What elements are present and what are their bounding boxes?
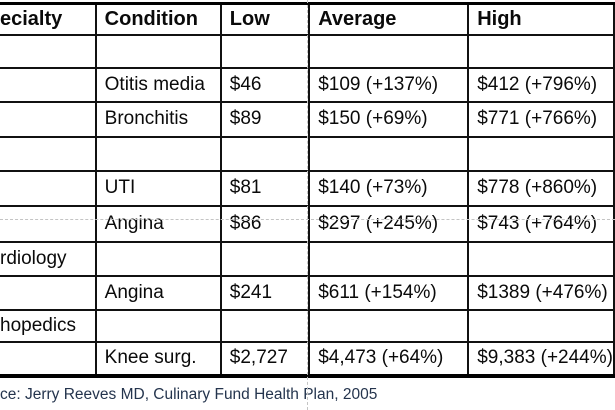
cell-specialty: rdiology (0, 240, 97, 277)
cell-condition (94, 308, 222, 343)
column-header-average: Average (308, 2, 470, 36)
cell-condition (94, 240, 222, 277)
cell-average: $109 (+137%) (308, 66, 470, 103)
header-row: ecialty Condition Low Average High (0, 2, 615, 36)
cell-high: $9,383 (+244%) (467, 340, 615, 378)
cell-low (219, 135, 311, 172)
cell-low: $2,727 (219, 340, 311, 378)
cell-specialty (0, 66, 97, 103)
table-row (0, 135, 615, 172)
cell-high (467, 33, 615, 69)
cell-condition (94, 33, 222, 69)
cell-high: $1389 (+476%) (467, 274, 615, 311)
cell-high (467, 240, 615, 277)
column-header-high: High (467, 2, 615, 36)
cell-high: $743 (+764%) (467, 204, 615, 243)
cell-specialty (0, 169, 97, 207)
cell-low: $241 (219, 274, 311, 311)
cell-average (308, 308, 470, 343)
cell-specialty: hopedics (0, 308, 97, 343)
cell-high (467, 135, 615, 172)
cell-condition (94, 135, 222, 172)
table-row (0, 33, 615, 69)
cell-low: $81 (219, 169, 311, 207)
source-note: ce: Jerry Reeves MD, Culinary Fund Healt… (0, 386, 378, 403)
cell-condition: Knee surg. (94, 340, 222, 378)
center-guide-horizontal (0, 219, 615, 220)
cell-low (219, 240, 311, 277)
cell-average: $140 (+73%) (308, 169, 470, 207)
table-row: Angina $86 $297 (+245%) $743 (+764%) (0, 204, 615, 243)
table-row: hopedics (0, 308, 615, 343)
cell-high: $771 (+766%) (467, 100, 615, 138)
center-guide-vertical (307, 0, 308, 410)
table-row: Otitis media $46 $109 (+137%) $412 (+796… (0, 66, 615, 103)
cell-low (219, 33, 311, 69)
cell-high: $412 (+796%) (467, 66, 615, 103)
cell-specialty (0, 100, 97, 138)
cell-specialty (0, 33, 97, 69)
cell-condition: Otitis media (94, 66, 222, 103)
cell-specialty (0, 274, 97, 311)
column-header-specialty: ecialty (0, 2, 97, 36)
column-header-low: Low (219, 2, 311, 36)
table-row: UTI $81 $140 (+73%) $778 (+860%) (0, 169, 615, 207)
cell-specialty (0, 340, 97, 378)
cell-average (308, 33, 470, 69)
table-row: Bronchitis $89 $150 (+69%) $771 (+766%) (0, 100, 615, 138)
cell-average (308, 240, 470, 277)
cell-average: $150 (+69%) (308, 100, 470, 138)
cell-specialty (0, 135, 97, 172)
cell-specialty (0, 204, 97, 243)
table-row: rdiology (0, 240, 615, 277)
cell-condition: UTI (94, 169, 222, 207)
cell-condition: Bronchitis (94, 100, 222, 138)
cell-average: $297 (+245%) (308, 204, 470, 243)
table-row: Knee surg. $2,727 $4,473 (+64%) $9,383 (… (0, 340, 615, 378)
cell-low: $86 (219, 204, 311, 243)
cost-comparison-table: ecialty Condition Low Average High Otiti… (0, 2, 615, 378)
cell-condition: Angina (94, 274, 222, 311)
column-header-condition: Condition (94, 2, 222, 36)
cell-average (308, 135, 470, 172)
cell-average: $611 (+154%) (308, 274, 470, 311)
cell-average: $4,473 (+64%) (308, 340, 470, 378)
cell-high: $778 (+860%) (467, 169, 615, 207)
cell-low: $89 (219, 100, 311, 138)
cell-high (467, 308, 615, 343)
cell-low (219, 308, 311, 343)
table-row: Angina $241 $611 (+154%) $1389 (+476%) (0, 274, 615, 311)
cell-low: $46 (219, 66, 311, 103)
cell-condition: Angina (94, 204, 222, 243)
